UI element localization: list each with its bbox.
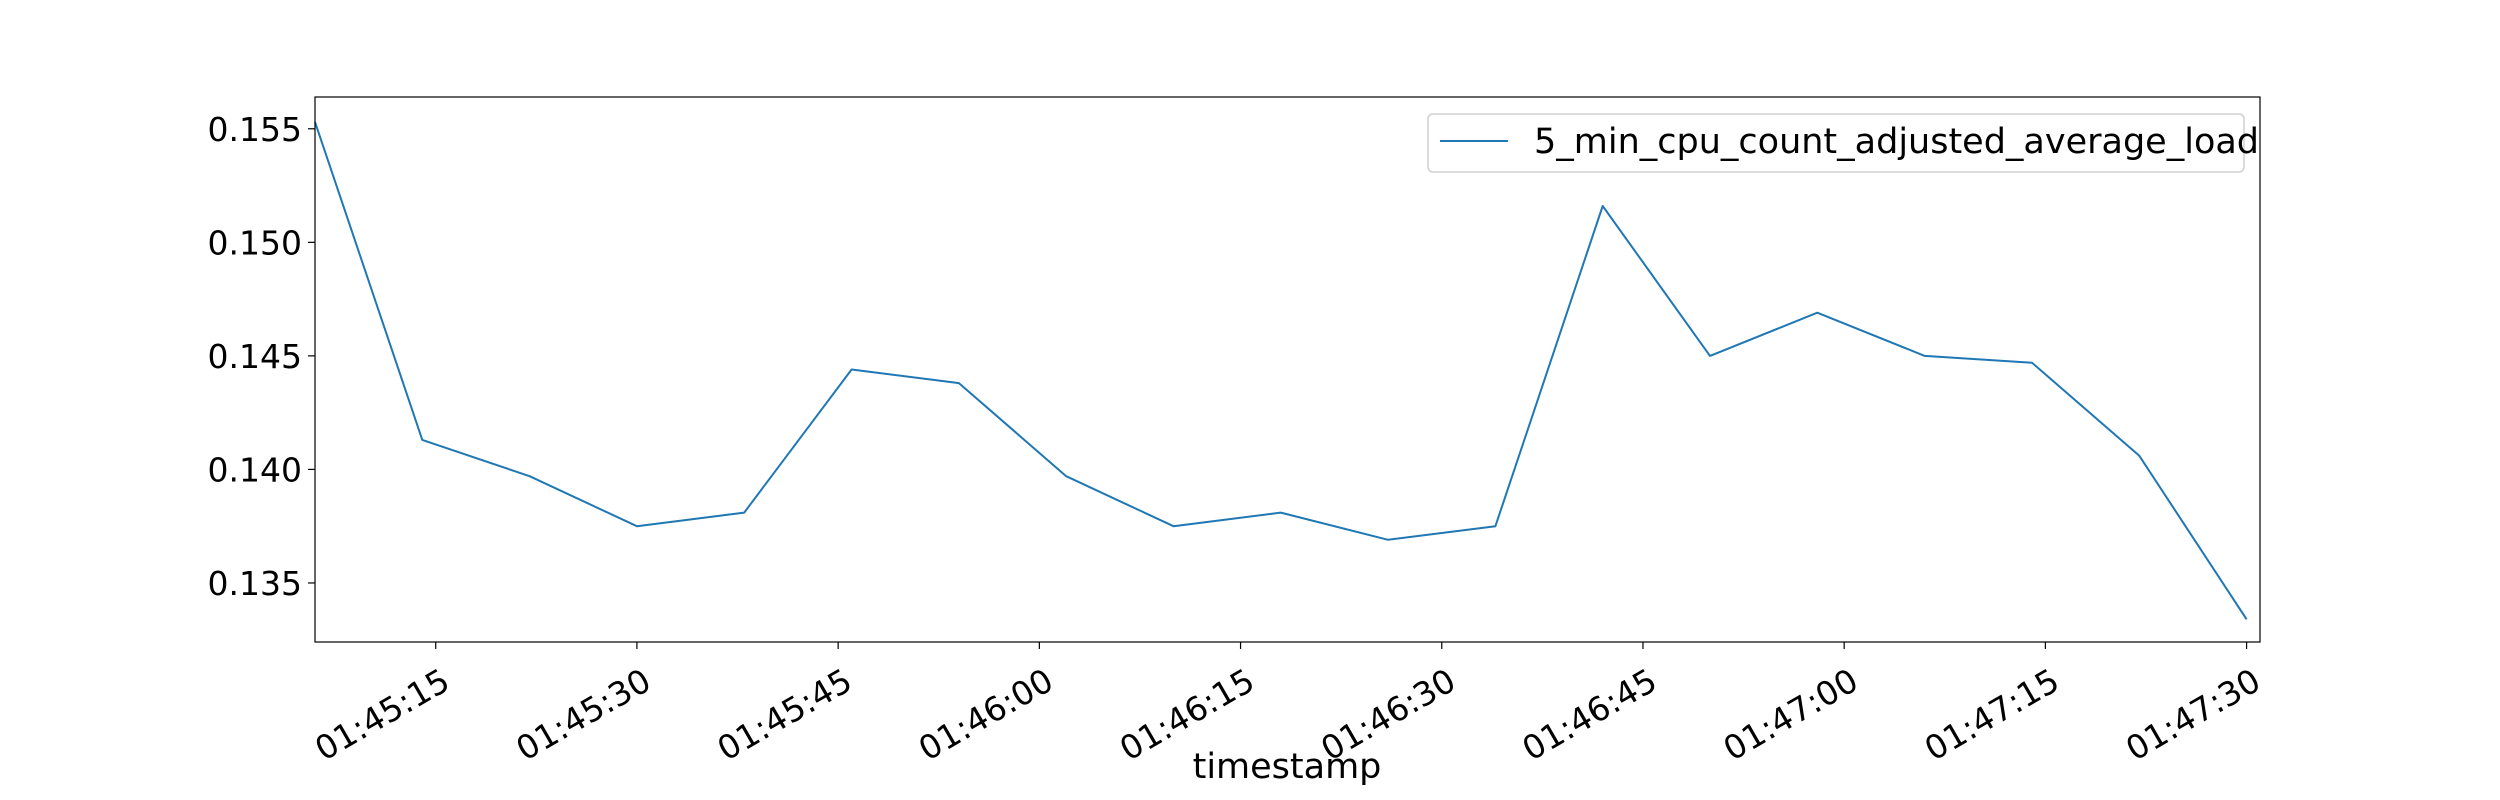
legend-label: 5_min_cpu_count_adjusted_average_load — [1534, 122, 2259, 162]
y-tick-label: 0.145 — [208, 337, 302, 376]
x-axis-title: timestamp — [1193, 747, 1382, 787]
x-tick-label: 01:47:30 — [2119, 661, 2267, 769]
y-tick-label: 0.140 — [208, 450, 302, 489]
series-layer — [314, 121, 2248, 620]
x-tick-label: 01:46:00 — [912, 661, 1060, 769]
x-tick-label: 01:47:00 — [1717, 661, 1865, 769]
y-tick-label: 0.135 — [208, 564, 302, 603]
x-tick-label: 01:45:15 — [308, 661, 456, 769]
legend-box — [1427, 113, 2245, 173]
y-axis: 0.135 0.140 0.145 0.150 0.155 — [208, 110, 315, 603]
legend: 5_min_cpu_count_adjusted_average_load — [1427, 113, 2259, 173]
x-tick-label: 01:45:45 — [711, 661, 859, 769]
y-tick-label: 0.155 — [208, 110, 302, 149]
y-tick-label: 0.150 — [208, 223, 302, 262]
plot-frame — [314, 96, 2261, 643]
x-tick-label: 01:45:30 — [509, 661, 657, 769]
x-tick-label: 01:46:45 — [1515, 661, 1663, 769]
x-tick-label: 01:47:15 — [1918, 661, 2066, 769]
plot-area — [315, 97, 2260, 642]
